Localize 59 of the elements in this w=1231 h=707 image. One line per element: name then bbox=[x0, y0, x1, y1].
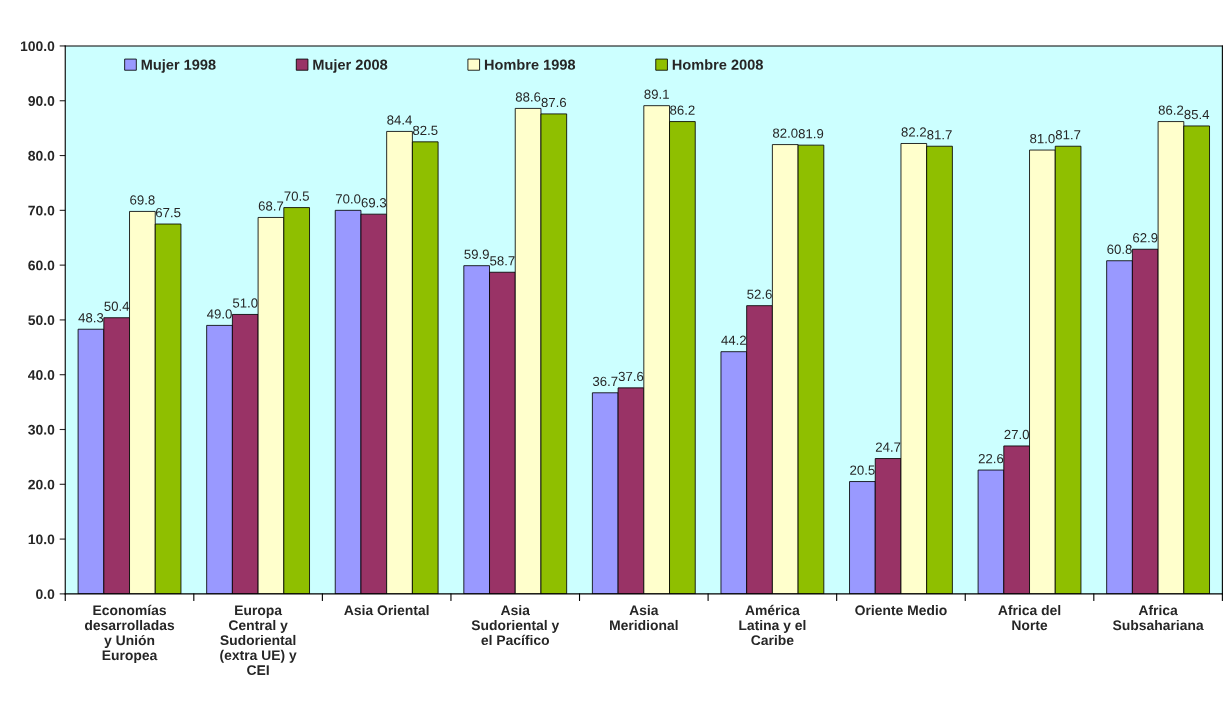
y-tick-label: 60.0 bbox=[28, 260, 55, 271]
legend-label: Mujer 2008 bbox=[313, 59, 388, 73]
data-label: 36.7 bbox=[592, 376, 618, 387]
data-label: 81.9 bbox=[798, 129, 824, 139]
legend-label: Hombre 1998 bbox=[484, 59, 576, 70]
y-tick-label: 90.0 bbox=[28, 96, 55, 106]
data-label: 37.6 bbox=[618, 371, 644, 382]
data-label: 69.8 bbox=[130, 195, 155, 205]
x-tick-label: Africa del Norte bbox=[998, 604, 1061, 631]
data-label: 81.0 bbox=[1030, 133, 1055, 144]
x-tick-label: Africa Subsahariana bbox=[1112, 604, 1204, 631]
legend-label: Mujer 1998 bbox=[141, 59, 216, 73]
y-tick-label: 80.0 bbox=[28, 150, 55, 161]
data-label: 82.5 bbox=[412, 125, 438, 136]
x-tick-label: Asia Sudoriental y el Pacífico bbox=[471, 604, 560, 646]
data-label: 69.3 bbox=[361, 198, 387, 208]
data-label: 81.7 bbox=[927, 130, 952, 140]
data-label: 24.7 bbox=[875, 442, 901, 452]
x-tick-label: Oriente Medio bbox=[855, 604, 947, 616]
y-tick-label: 70.0 bbox=[28, 205, 55, 216]
data-label: 27.0 bbox=[1004, 429, 1029, 440]
data-label: 86.2 bbox=[1158, 105, 1184, 115]
data-label: 84.4 bbox=[387, 115, 412, 125]
data-label: 50.4 bbox=[104, 301, 130, 311]
data-label: 88.6 bbox=[515, 92, 541, 102]
y-tick-label: 50.0 bbox=[28, 315, 55, 326]
data-label: 68.7 bbox=[258, 201, 284, 211]
legend-label: Hombre 2008 bbox=[672, 59, 763, 70]
data-label: 49.0 bbox=[206, 309, 232, 319]
x-tick-label: Europa Central y Sudoriental (extra UE) y CEI bbox=[220, 605, 297, 676]
data-label: 85.4 bbox=[1184, 109, 1210, 120]
data-label: 48.3 bbox=[78, 313, 104, 323]
y-tick-label: 10.0 bbox=[28, 534, 55, 545]
y-tick-label: 30.0 bbox=[28, 424, 55, 435]
data-label: 20.5 bbox=[850, 465, 875, 475]
data-label: 81.7 bbox=[1055, 130, 1081, 140]
x-tick-label: Economías desarrolladas y Unión Europea bbox=[84, 604, 175, 663]
data-label: 44.2 bbox=[721, 335, 746, 345]
x-tick-label: Asia Meridional bbox=[610, 604, 678, 631]
y-tick-label: 20.0 bbox=[28, 479, 55, 490]
data-label: 86.2 bbox=[670, 105, 695, 115]
data-label: 89.1 bbox=[644, 89, 669, 99]
y-tick-label: 0.0 bbox=[36, 589, 55, 600]
data-label: 82.0 bbox=[772, 128, 798, 138]
data-label: 87.6 bbox=[541, 97, 567, 108]
y-tick-label: 100.0 bbox=[20, 41, 55, 52]
x-tick-label: América Latina y el Caribe bbox=[739, 604, 806, 646]
data-label: 59.9 bbox=[464, 249, 489, 259]
data-label: 58.7 bbox=[490, 256, 515, 266]
x-tick-label: Asia Oriental bbox=[344, 604, 429, 616]
data-label: 70.5 bbox=[284, 191, 309, 201]
data-label: 60.8 bbox=[1107, 244, 1132, 254]
data-label: 51.0 bbox=[232, 298, 258, 308]
data-label: 52.6 bbox=[747, 289, 772, 299]
data-label: 62.9 bbox=[1133, 233, 1158, 243]
data-label: 82.2 bbox=[901, 127, 926, 137]
data-label: 67.5 bbox=[155, 207, 181, 218]
y-tick-label: 40.0 bbox=[28, 370, 55, 380]
data-label: 70.0 bbox=[335, 194, 361, 204]
